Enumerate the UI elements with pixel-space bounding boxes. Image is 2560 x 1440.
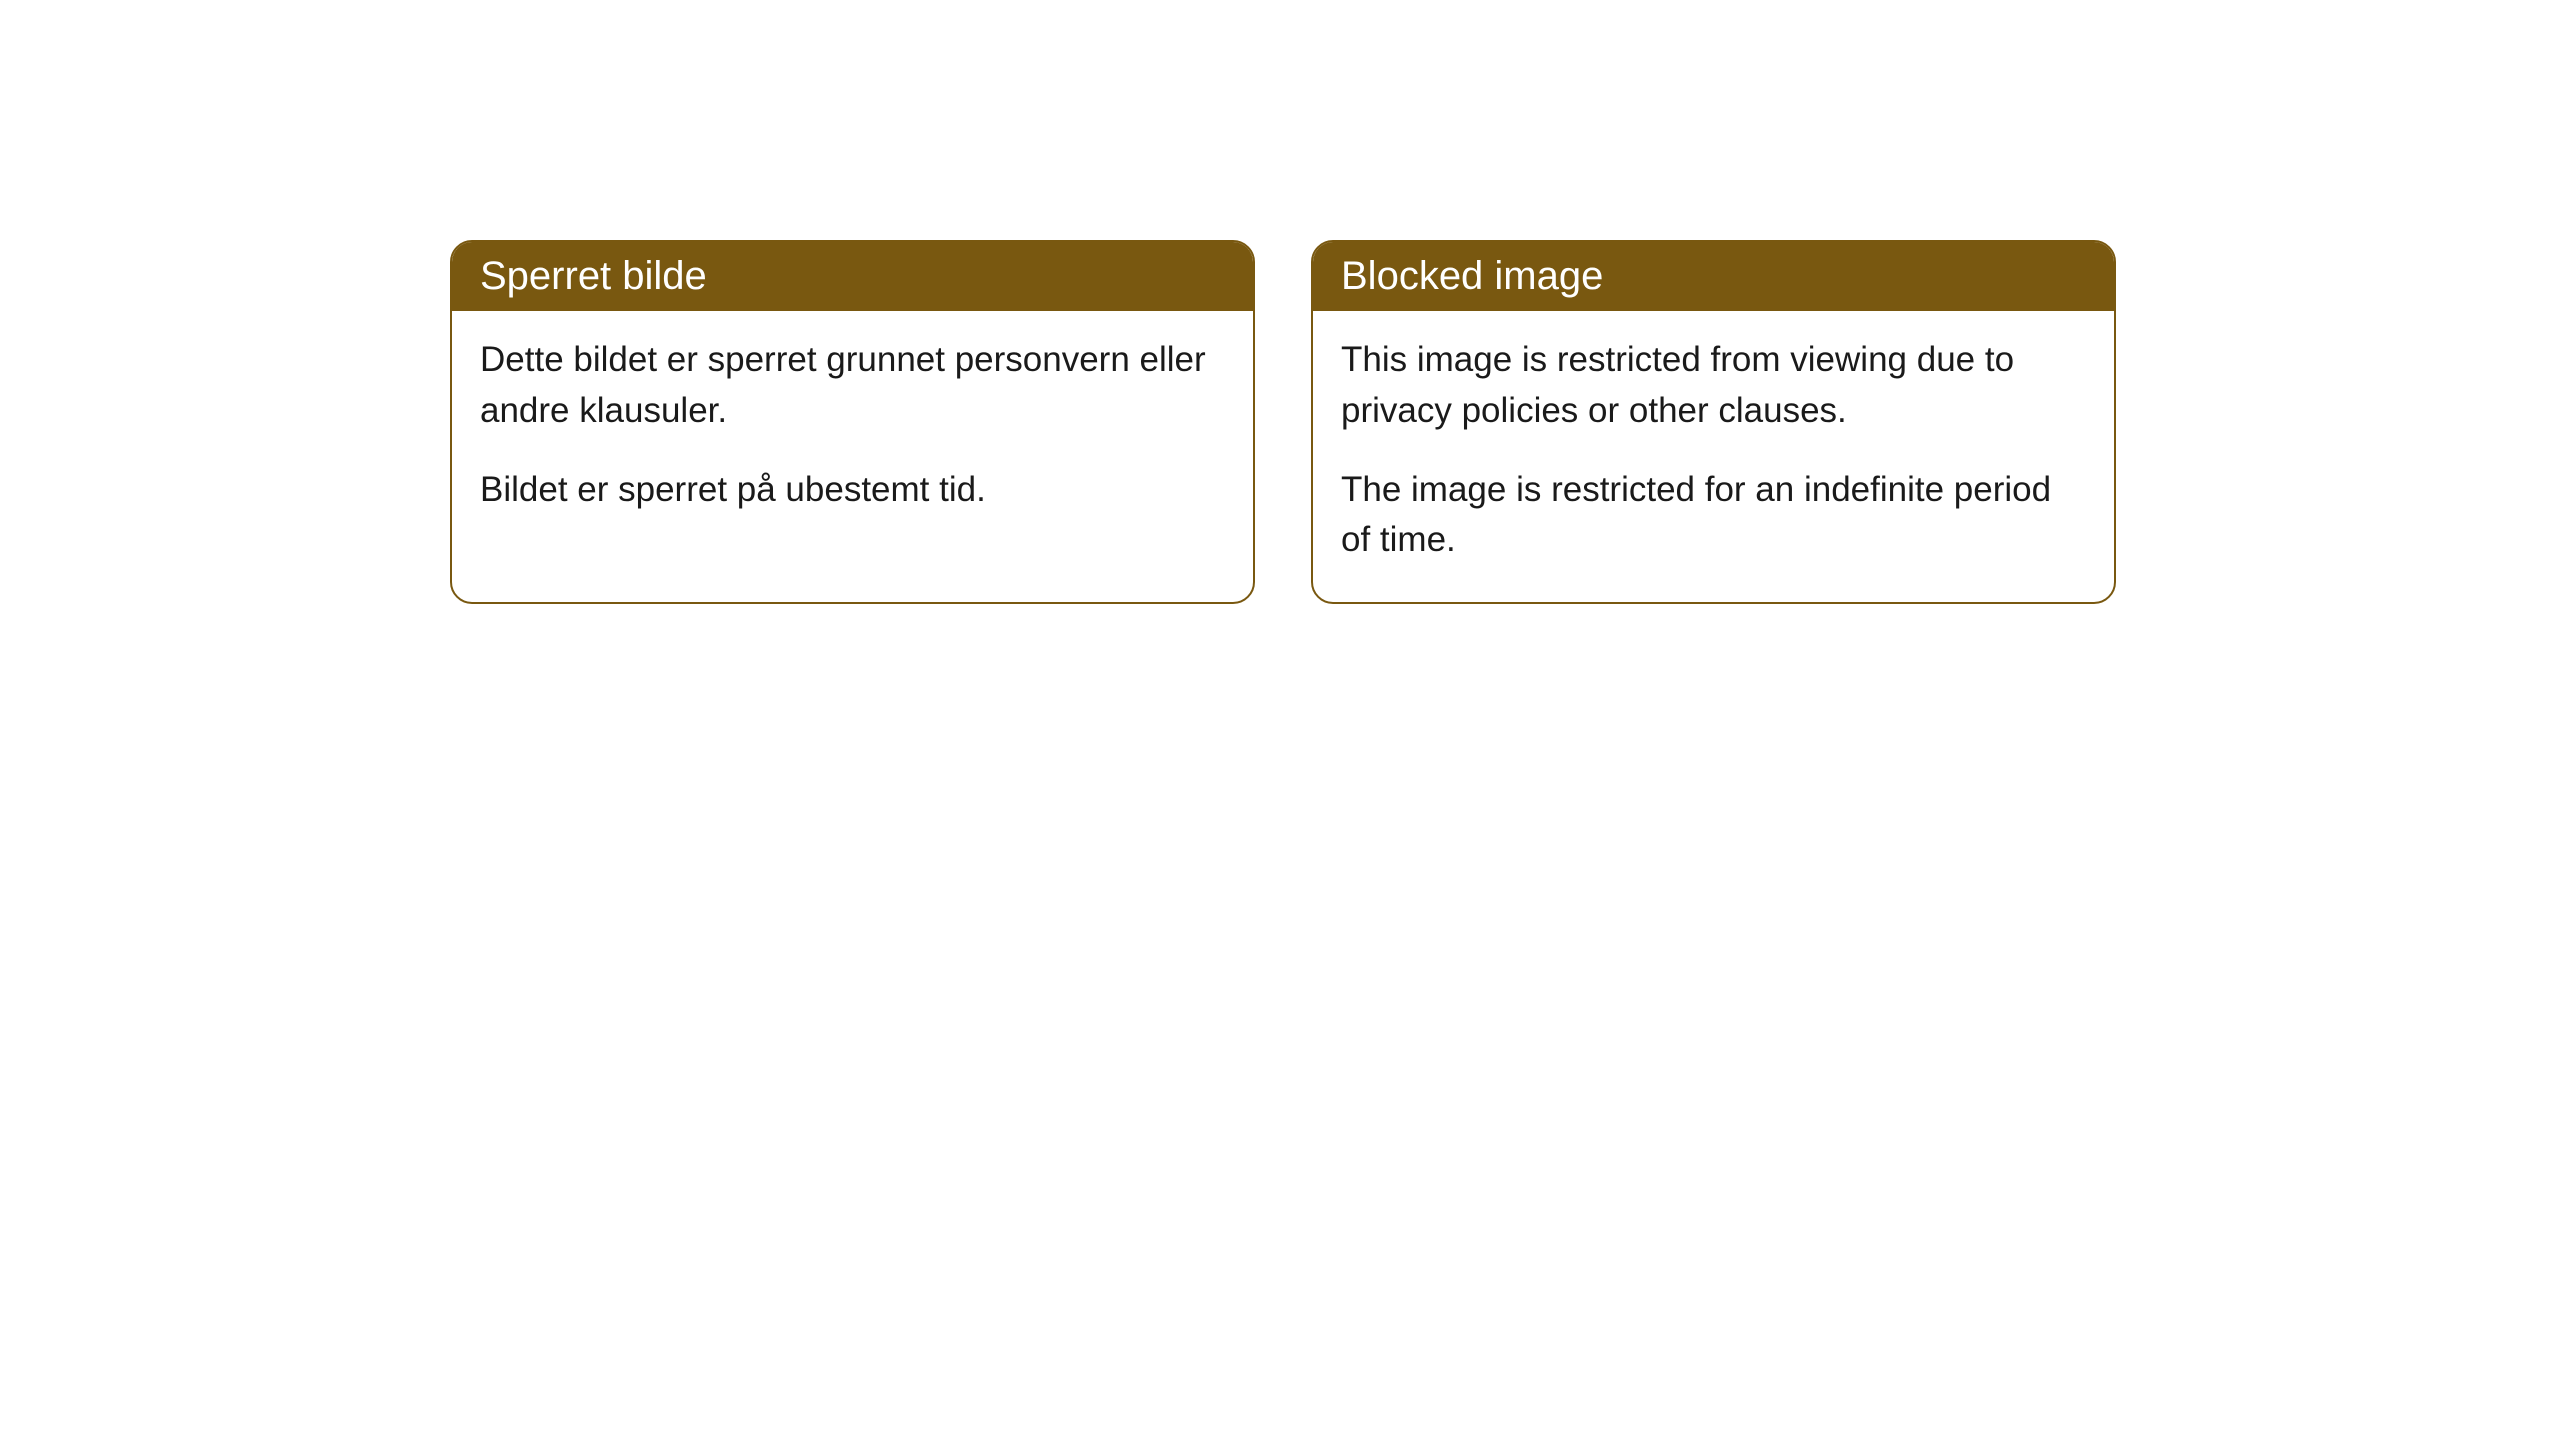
card-body-norwegian: Dette bildet er sperret grunnet personve…: [452, 311, 1253, 551]
card-body-english: This image is restricted from viewing du…: [1313, 311, 2114, 602]
card-paragraph-2-norwegian: Bildet er sperret på ubestemt tid.: [480, 465, 1225, 516]
card-title-norwegian: Sperret bilde: [480, 254, 707, 298]
card-norwegian: Sperret bilde Dette bildet er sperret gr…: [450, 240, 1255, 604]
card-paragraph-1-english: This image is restricted from viewing du…: [1341, 335, 2086, 437]
card-paragraph-2-english: The image is restricted for an indefinit…: [1341, 465, 2086, 567]
card-header-norwegian: Sperret bilde: [452, 242, 1253, 311]
card-paragraph-1-norwegian: Dette bildet er sperret grunnet personve…: [480, 335, 1225, 437]
card-english: Blocked image This image is restricted f…: [1311, 240, 2116, 604]
cards-container: Sperret bilde Dette bildet er sperret gr…: [450, 240, 2116, 604]
card-title-english: Blocked image: [1341, 254, 1603, 298]
card-header-english: Blocked image: [1313, 242, 2114, 311]
